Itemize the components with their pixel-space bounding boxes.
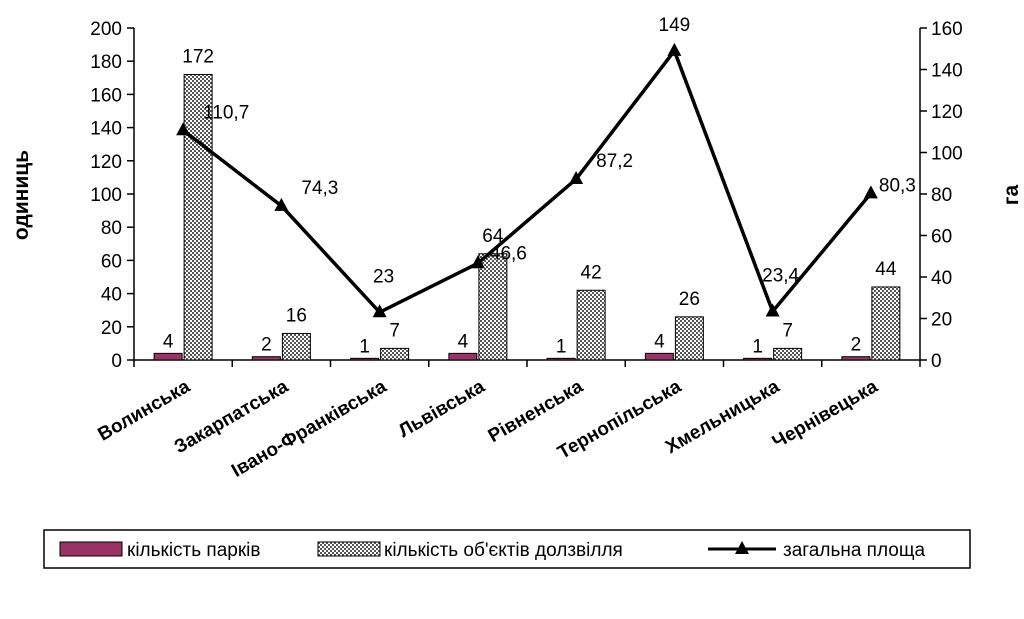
y-right-tick-label: 80: [931, 185, 952, 206]
marker-area: [470, 255, 485, 269]
bar-parks: [448, 352, 478, 361]
data-label-parks: 1: [556, 336, 567, 357]
y-left-tick-label: 200: [90, 19, 122, 40]
data-label-area: 87,2: [596, 151, 633, 172]
y-left-tick-label: 100: [90, 185, 122, 206]
y-left-tick-label: 120: [90, 152, 122, 173]
data-label-area: 74,3: [301, 178, 338, 199]
marker-area: [569, 171, 584, 185]
bar-leisure: [478, 253, 508, 361]
bar-leisure: [281, 332, 311, 361]
data-label-parks: 2: [851, 335, 862, 356]
bar-leisure: [773, 347, 803, 361]
y-left-tick-label: 40: [101, 285, 122, 306]
legend-swatch-leisure: [317, 541, 381, 557]
legend-label-leisure: кількість об'єктів долзвілля: [384, 540, 623, 561]
data-label-area: 110,7: [203, 102, 249, 123]
y-right-tick-label: 40: [931, 268, 952, 289]
data-label-area: 149: [659, 15, 691, 36]
bar-leisure: [380, 347, 410, 361]
marker-area: [274, 197, 289, 211]
bar-parks: [644, 352, 674, 361]
bar-leisure: [183, 73, 213, 361]
bar-leisure: [576, 289, 606, 361]
data-label-area: 23: [373, 266, 394, 287]
y-right-tick-label: 0: [931, 351, 942, 372]
bar-parks: [841, 356, 871, 361]
y-right-tick-label: 100: [931, 144, 963, 165]
legend-swatch-parks: [59, 541, 123, 557]
bar-parks: [350, 357, 380, 361]
y-right-tick-label: 60: [931, 227, 952, 248]
category-label: Львівська: [395, 376, 489, 442]
category-label: Чернівецька: [769, 376, 882, 453]
data-label-leisure: 42: [581, 262, 602, 283]
plot-area: 0 20 40 60 80 100 120 140 160 180 200 0 20 40 60 80 100 1…: [90, 15, 962, 482]
data-label-leisure: 7: [782, 320, 793, 341]
y-left-axis-title: одиниць: [10, 150, 33, 240]
y-left-tick-label: 160: [90, 85, 122, 106]
y-left-tick-label: 20: [101, 318, 122, 339]
marker-area: [765, 303, 780, 317]
legend-marker-area: [735, 541, 749, 554]
data-label-area: 80,3: [879, 175, 916, 196]
legend-frame: [43, 529, 971, 569]
y-left-tick-label: 140: [90, 119, 122, 140]
data-label-leisure: 16: [286, 305, 307, 326]
y-right-tick-label: 120: [931, 102, 963, 123]
bar-leisure: [674, 316, 704, 361]
data-label-area: 23,4: [762, 265, 799, 286]
data-label-parks: 4: [458, 331, 469, 352]
bar-parks: [153, 352, 183, 361]
y-right-tick-label: 20: [931, 310, 952, 331]
y-right-tick-label: 140: [931, 61, 963, 82]
legend: кількість парків кількість об'єктів долз…: [43, 529, 971, 569]
legend-label-parks: кількість парків: [127, 540, 260, 561]
data-label-parks: 1: [359, 336, 370, 357]
y-left-tick-label: 0: [111, 351, 122, 372]
marker-area: [667, 42, 682, 56]
data-label-parks: 2: [261, 335, 272, 356]
data-label-leisure: 172: [182, 46, 214, 67]
data-label-parks: 1: [752, 336, 763, 357]
marker-area: [863, 185, 878, 199]
bar-parks: [251, 356, 281, 361]
data-label-leisure: 44: [875, 259, 897, 280]
y-left-tick-label: 80: [101, 218, 122, 239]
data-label-parks: 4: [163, 331, 174, 352]
data-label-leisure: 7: [389, 320, 400, 341]
data-label-area: 46,6: [490, 243, 527, 264]
y-right-tick-label: 160: [931, 19, 963, 40]
data-label-leisure: 64: [482, 226, 504, 247]
marker-area: [372, 304, 387, 318]
bar-leisure: [871, 286, 901, 361]
legend-label-area: загальна площа: [783, 540, 925, 561]
data-label-leisure: 26: [679, 289, 700, 310]
bar-parks: [546, 357, 576, 361]
y-left-tick-label: 180: [90, 52, 122, 73]
marker-area: [176, 122, 191, 136]
line-area: [182, 47, 873, 315]
y-left-tick-label: 60: [101, 251, 122, 272]
data-label-parks: 4: [654, 331, 665, 352]
bar-parks: [743, 357, 773, 361]
y-right-axis-title: га: [1000, 184, 1023, 205]
